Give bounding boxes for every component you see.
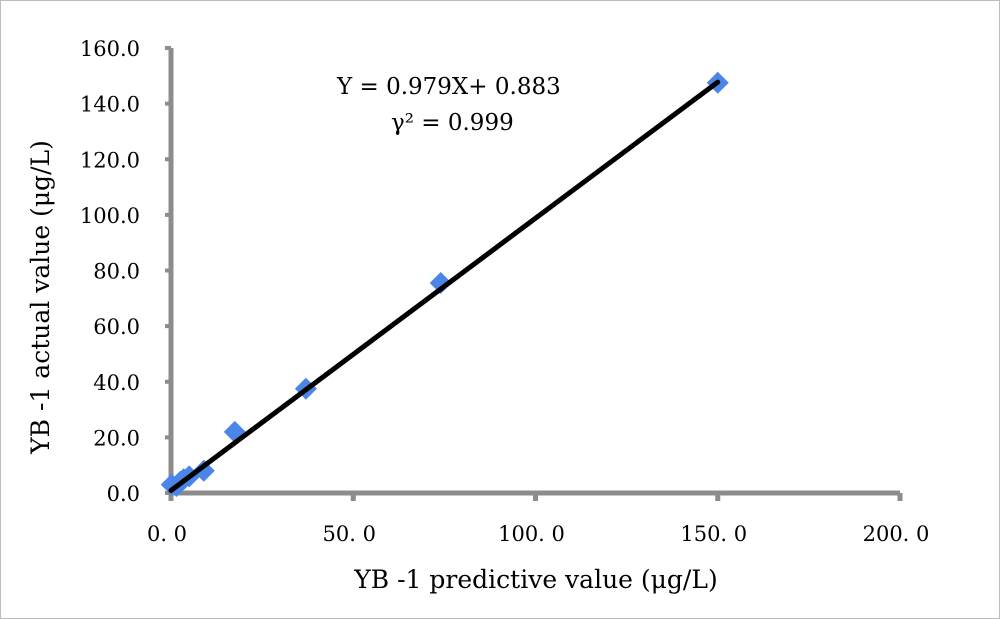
r-squared-label: γ² = 0.999	[391, 110, 514, 136]
y-tick-label: 40.0	[93, 371, 140, 395]
y-tick-label: 160.0	[80, 37, 140, 61]
x-tick-label: 0. 0	[147, 522, 187, 546]
y-tick-label: 100.0	[80, 204, 140, 228]
y-tick-label: 120.0	[80, 148, 140, 172]
data-point	[192, 459, 215, 482]
data-point	[429, 272, 452, 295]
x-tick-label: 150. 0	[680, 522, 747, 546]
tick-marks	[165, 46, 903, 501]
x-tick-labels: 0. 0 50. 0 100. 0 150. 0 200. 0	[147, 522, 929, 546]
y-tick-label: 80.0	[93, 260, 140, 284]
y-tick-label: 60.0	[93, 315, 140, 339]
y-axis-title: YB -1 actual value (μg/L)	[26, 140, 55, 455]
y-tick-label: 140.0	[80, 93, 140, 117]
x-tick-label: 50. 0	[323, 522, 376, 546]
y-tick-label: 0.0	[107, 482, 140, 506]
axes	[168, 48, 900, 496]
x-tick-label: 200. 0	[863, 522, 930, 546]
y-tick-label: 20.0	[93, 426, 140, 450]
trendline	[168, 79, 721, 494]
x-tick-label: 100. 0	[498, 522, 565, 546]
trendline-equation: Y = 0.979X+ 0.883	[336, 74, 561, 100]
x-axis-title: YB -1 predictive value (μg/L)	[353, 565, 717, 594]
y-tick-labels: 0.0 20.0 40.0 60.0 80.0 100.0 120.0 140.0 160.0	[80, 37, 140, 506]
